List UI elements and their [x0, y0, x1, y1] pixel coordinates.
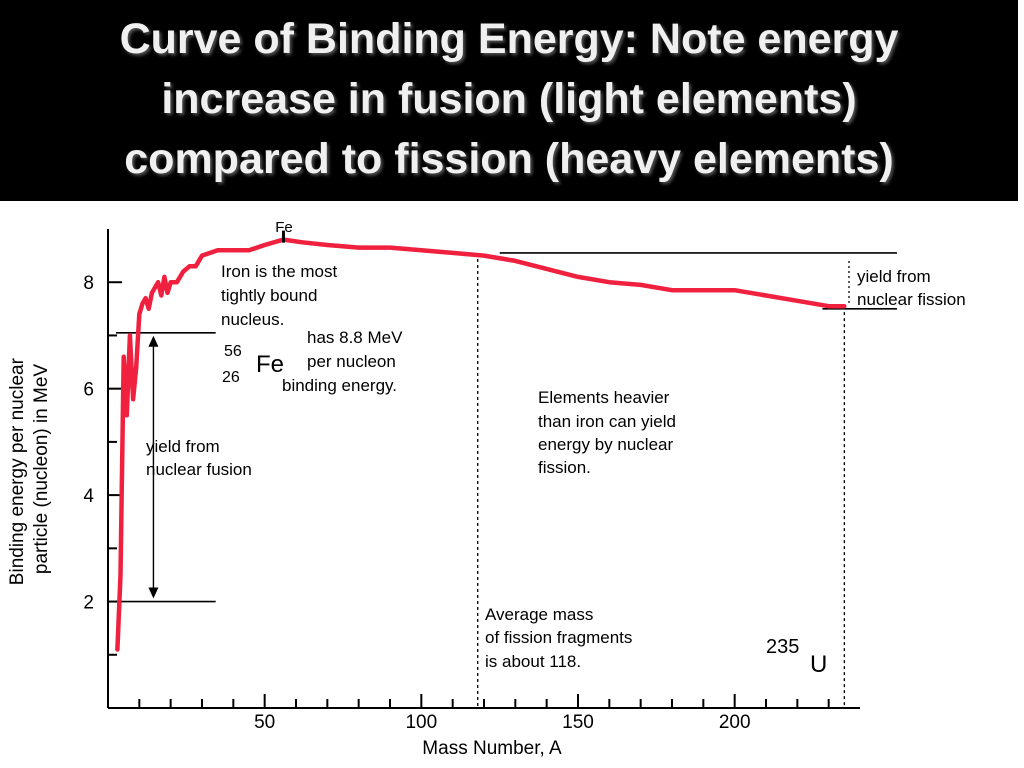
y-tick-label: 2	[83, 593, 94, 614]
fusion-yield-line-1: yield from	[146, 437, 220, 456]
title-line-1: Curve of Binding Energy: Note energy	[119, 14, 899, 63]
binding-energy-curve	[115, 237, 847, 652]
fragments-line-3: is about 118.	[485, 652, 581, 671]
slide-title: Curve of Binding Energy: Note energy inc…	[29, 9, 989, 189]
heavy-elements-line-2: than iron can yield	[538, 412, 676, 431]
title-line-2: increase in fusion (light elements)	[161, 74, 857, 123]
x-tick-label: 100	[405, 712, 437, 733]
fusion-arrow-head-up	[148, 335, 159, 347]
title-band: Curve of Binding Energy: Note energy inc…	[0, 0, 1018, 201]
u-mass-number: 235	[766, 636, 799, 658]
fe-energy-line-3: binding energy.	[282, 376, 397, 395]
fe-energy-annotation: has 8.8 MeV per nucleon binding energy.	[282, 328, 407, 395]
fission-yield-label: yield from nuclear fission	[857, 267, 966, 309]
x-tick-label: 150	[562, 712, 594, 733]
heavy-elements-line-4: fission.	[538, 458, 591, 477]
fragments-line-1: Average mass	[485, 605, 593, 624]
fe-isotope-symbol: Fe	[256, 351, 284, 378]
x-tick-label: 200	[719, 712, 751, 733]
fission-yield-line-2: nuclear fission	[857, 290, 966, 309]
fragments-line-2: of fission fragments	[485, 628, 632, 647]
heavy-elements-line-3: energy by nuclear	[538, 435, 673, 454]
fusion-yield-line-2: nuclear fusion	[146, 460, 252, 479]
fe-energy-line-2: per nucleon	[307, 352, 396, 371]
y-tick-label: 8	[83, 273, 94, 294]
x-axis-label: Mass Number, A	[422, 738, 562, 759]
fe-energy-line-1: has 8.8 MeV	[307, 328, 403, 347]
fission-yield-line-1: yield from	[857, 267, 931, 286]
iron-annotation: Iron is the most tightly bound nucleus.	[221, 262, 342, 329]
y-tick-label: 6	[83, 380, 94, 401]
iron-annotation-line-2: tightly bound	[221, 286, 317, 305]
y-axis-label: Binding energy per nuclear particle (nuc…	[7, 353, 52, 585]
fe-atomic-number: 26	[222, 369, 240, 386]
fe-mass-number: 56	[224, 343, 242, 360]
title-line-3: compared to fission (heavy elements)	[124, 134, 894, 183]
u-isotope-symbol: U	[810, 651, 827, 678]
annotation-lines	[116, 252, 897, 708]
y-tick-label: 4	[83, 486, 94, 507]
binding-energy-chart: 50 100 150 200 2 4 6 8 Mass Number, A Binding e…	[7, 219, 966, 759]
x-tick-label: 50	[254, 712, 275, 733]
curve-layer	[115, 237, 847, 652]
y-axis-label-line-1: Binding energy per nuclear	[7, 357, 28, 585]
fe-marker-label: Fe	[275, 219, 293, 236]
axes: 50 100 150 200 2 4 6 8	[83, 229, 860, 733]
heavy-elements-annotation: Elements heavier than iron can yield ene…	[538, 388, 681, 477]
fusion-arrow-head-down	[148, 587, 159, 599]
fusion-yield-label: yield from nuclear fusion	[146, 437, 252, 479]
y-axis-label-line-2: particle (nucleon) in MeV	[31, 364, 52, 574]
iron-annotation-line-1: Iron is the most	[221, 262, 337, 281]
fragments-annotation: Average mass of fission fragments is abo…	[485, 605, 637, 671]
heavy-elements-line-1: Elements heavier	[538, 388, 670, 407]
iron-annotation-line-3: nucleus.	[221, 310, 284, 329]
